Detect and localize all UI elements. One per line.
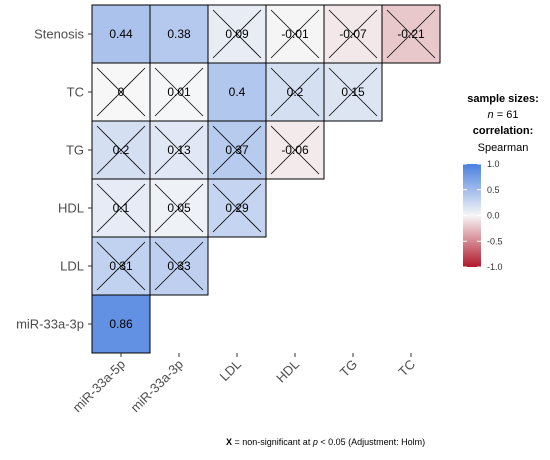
legend-color-bar [463,164,481,267]
x-tick-label: HDL [273,357,302,386]
heatmap-cell [91,4,151,64]
non-significant-cross [96,241,146,291]
legend-correlation-title: correlation: [473,125,534,137]
y-tick-label: HDL [58,201,84,216]
non-significant-cross [212,183,262,233]
non-significant-cross [154,67,204,117]
legend-ticks: 1.0 0.5 0.0 -0.5 -1.0 [463,159,503,272]
heatmap-cell [207,62,267,122]
legend-tick-label: -1.0 [487,262,503,272]
non-significant-cross [154,241,204,291]
heatmap-cell [91,294,151,354]
x-tick-label: miR-33a-5p [69,357,128,416]
legend-tick-label: -0.5 [487,236,503,246]
non-significant-cross [212,125,262,175]
legend-tick-label: 1.0 [487,159,500,169]
heatmap-cells: 0.440.380.09-0.01-0.07-0.2100.010.40.20.… [91,4,441,354]
non-significant-cross [212,9,262,59]
y-tick-label: Stenosis [34,27,84,42]
non-significant-cross [96,125,146,175]
legend-sample-size: n = 61 [488,109,519,121]
x-tick-label: TC [395,357,418,380]
y-axis-tick-labels: Stenosis TC TG HDL LDL miR-33a-3p [16,27,92,332]
x-axis-tick-labels: miR-33a-5p miR-33a-3p LDL HDL TG TC [69,353,418,415]
x-tick-label: TG [337,357,360,380]
legend: sample sizes: n = 61 correlation: Spearm… [463,93,539,272]
cell-value-label: 0.38 [167,27,191,41]
x-tick-label: miR-33a-3p [127,357,186,416]
legend-sample-sizes-title: sample sizes: [467,93,539,105]
legend-method: Spearman [478,142,529,154]
cell-value-label: 0.44 [109,27,133,41]
non-significant-cross [328,67,378,117]
y-tick-label: LDL [60,259,84,274]
cell-value-label: 0.86 [109,317,133,331]
x-tick-label: LDL [217,357,244,384]
cell-value-label: 0.4 [229,85,246,99]
non-significant-cross [270,9,320,59]
non-significant-cross [154,183,204,233]
non-significant-cross [154,125,204,175]
legend-tick-label: 0.5 [487,185,500,195]
non-significant-cross [386,9,436,59]
non-significant-cross [270,67,320,117]
legend-tick-label: 0.0 [487,211,500,221]
non-significant-cross [328,9,378,59]
non-significant-cross [270,125,320,175]
y-tick-label: TG [66,143,84,158]
caption: X = non-significant at p < 0.05 (Adjustm… [226,437,426,447]
y-tick-label: miR-33a-3p [16,317,84,332]
non-significant-cross [96,67,146,117]
non-significant-cross [96,183,146,233]
heatmap-cell [149,4,209,64]
y-tick-label: TC [67,85,84,100]
